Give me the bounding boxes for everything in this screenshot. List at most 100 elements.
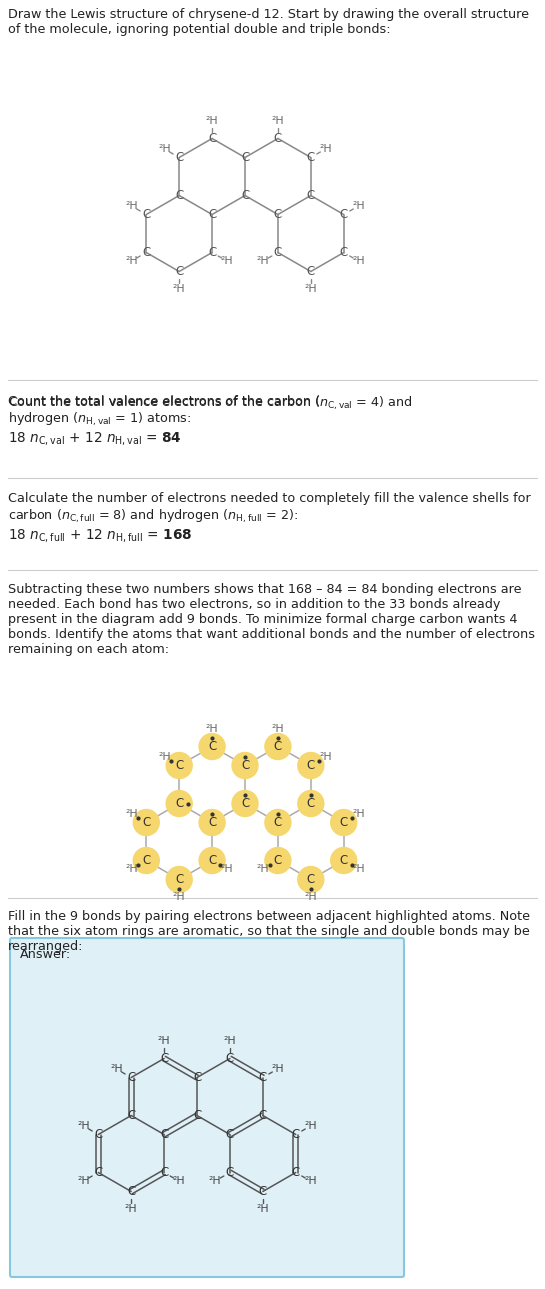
Circle shape <box>331 809 357 835</box>
Text: C: C <box>340 246 348 259</box>
Text: ²H: ²H <box>319 751 332 762</box>
Text: C: C <box>307 189 315 202</box>
Circle shape <box>232 790 258 816</box>
Circle shape <box>199 847 225 874</box>
Text: Subtracting these two numbers shows that 168 – 84 = 84 bonding electrons are: Subtracting these two numbers shows that… <box>8 583 522 596</box>
Text: ²H: ²H <box>304 1121 317 1130</box>
Text: C: C <box>340 208 348 220</box>
Text: ²H: ²H <box>110 1063 123 1074</box>
Text: C: C <box>226 1052 234 1065</box>
Text: C: C <box>274 246 282 259</box>
Text: ²H: ²H <box>173 284 185 294</box>
Text: C: C <box>208 131 216 144</box>
Text: C: C <box>208 855 216 867</box>
Text: C: C <box>193 1109 201 1121</box>
Circle shape <box>265 809 291 835</box>
Text: C: C <box>274 816 282 829</box>
Text: C: C <box>307 151 315 164</box>
Text: of the molecule, ignoring potential double and triple bonds:: of the molecule, ignoring potential doub… <box>8 23 391 36</box>
Text: ²H: ²H <box>158 144 171 153</box>
Text: ²H: ²H <box>271 724 284 735</box>
Circle shape <box>166 790 192 816</box>
Text: C: C <box>127 1185 135 1197</box>
Text: ²H: ²H <box>352 257 365 266</box>
Text: C: C <box>274 855 282 867</box>
Text: ²H: ²H <box>221 864 233 874</box>
Text: ²H: ²H <box>173 892 185 901</box>
Text: ²H: ²H <box>223 1036 236 1047</box>
Text: ²H: ²H <box>352 201 365 211</box>
Text: ²H: ²H <box>125 201 138 211</box>
Text: ²H: ²H <box>271 116 284 126</box>
Text: rearranged:: rearranged: <box>8 940 83 953</box>
Circle shape <box>232 753 258 779</box>
Text: ²H: ²H <box>173 1176 185 1186</box>
Text: 18 $n_\mathrm{C,full}$ + 12 $n_\mathrm{H,full}$ = $\mathbf{168}$: 18 $n_\mathrm{C,full}$ + 12 $n_\mathrm{H… <box>8 527 192 544</box>
Text: C: C <box>208 816 216 829</box>
Text: ²H: ²H <box>125 809 138 819</box>
Text: C: C <box>142 816 150 829</box>
Text: ²H: ²H <box>271 1063 284 1074</box>
Text: ²H: ²H <box>304 1176 317 1186</box>
Text: Count the total valence electrons of the carbon ($n_\mathrm{C,val}$ = 4) and: Count the total valence electrons of the… <box>8 394 413 412</box>
Circle shape <box>199 809 225 835</box>
Text: Calculate the number of electrons needed to completely fill the valence shells f: Calculate the number of electrons needed… <box>8 492 531 505</box>
Circle shape <box>134 809 159 835</box>
Text: ²H: ²H <box>209 1176 221 1186</box>
Text: ²H: ²H <box>305 892 317 901</box>
Text: C: C <box>307 797 315 809</box>
Text: ²H: ²H <box>158 1036 171 1047</box>
Text: C: C <box>175 873 183 886</box>
Circle shape <box>166 753 192 779</box>
Circle shape <box>265 847 291 874</box>
Text: needed. Each bond has two electrons, so in addition to the 33 bonds already: needed. Each bond has two electrons, so … <box>8 598 500 611</box>
Text: ²H: ²H <box>257 1204 269 1213</box>
Circle shape <box>199 733 225 759</box>
Text: C: C <box>127 1071 135 1084</box>
Text: ²H: ²H <box>158 751 171 762</box>
Circle shape <box>134 847 159 874</box>
Circle shape <box>298 790 324 816</box>
Text: hydrogen ($n_\mathrm{H,val}$ = 1) atoms:: hydrogen ($n_\mathrm{H,val}$ = 1) atoms: <box>8 411 191 428</box>
Text: ²H: ²H <box>352 864 365 874</box>
Text: C: C <box>208 208 216 220</box>
Text: C: C <box>142 855 150 867</box>
Text: C: C <box>259 1185 267 1197</box>
Text: C: C <box>292 1128 300 1141</box>
Text: C: C <box>193 1071 201 1084</box>
Text: C: C <box>307 266 315 278</box>
Text: C: C <box>226 1167 234 1179</box>
Text: C: C <box>142 208 150 220</box>
Text: ²H: ²H <box>319 144 332 153</box>
Text: C: C <box>175 797 183 809</box>
Text: C: C <box>94 1128 102 1141</box>
Text: ²H: ²H <box>257 257 269 266</box>
Text: C: C <box>292 1167 300 1179</box>
Text: Draw the Lewis structure of chrysene‑d 12. Start by drawing the overall structur: Draw the Lewis structure of chrysene‑d 1… <box>8 8 529 21</box>
Circle shape <box>298 866 324 892</box>
Text: C: C <box>340 816 348 829</box>
Text: C: C <box>208 740 216 753</box>
Text: that the six atom rings are aromatic, so that the single and double bonds may be: that the six atom rings are aromatic, so… <box>8 926 530 938</box>
Text: C: C <box>160 1167 168 1179</box>
Text: C: C <box>241 797 249 809</box>
Text: C: C <box>307 759 315 772</box>
Text: C: C <box>340 855 348 867</box>
Text: bonds. Identify the atoms that want additional bonds and the number of electrons: bonds. Identify the atoms that want addi… <box>8 628 535 641</box>
Text: C: C <box>142 246 150 259</box>
Text: 18 $n_\mathrm{C,val}$ + 12 $n_\mathrm{H,val}$ = $\mathbf{84}$: 18 $n_\mathrm{C,val}$ + 12 $n_\mathrm{H,… <box>8 431 181 447</box>
Text: ²H: ²H <box>221 257 233 266</box>
Text: C: C <box>259 1109 267 1121</box>
Text: present in the diagram add 9 bonds. To minimize formal charge carbon wants 4: present in the diagram add 9 bonds. To m… <box>8 614 518 626</box>
Circle shape <box>265 733 291 759</box>
Text: ²H: ²H <box>77 1176 90 1186</box>
Text: C: C <box>175 759 183 772</box>
Text: C: C <box>241 189 249 202</box>
Text: C: C <box>241 151 249 164</box>
Text: Answer:: Answer: <box>20 947 71 962</box>
Text: C: C <box>274 131 282 144</box>
Circle shape <box>298 753 324 779</box>
FancyBboxPatch shape <box>10 938 404 1277</box>
Text: ²H: ²H <box>125 257 138 266</box>
Circle shape <box>331 847 357 874</box>
